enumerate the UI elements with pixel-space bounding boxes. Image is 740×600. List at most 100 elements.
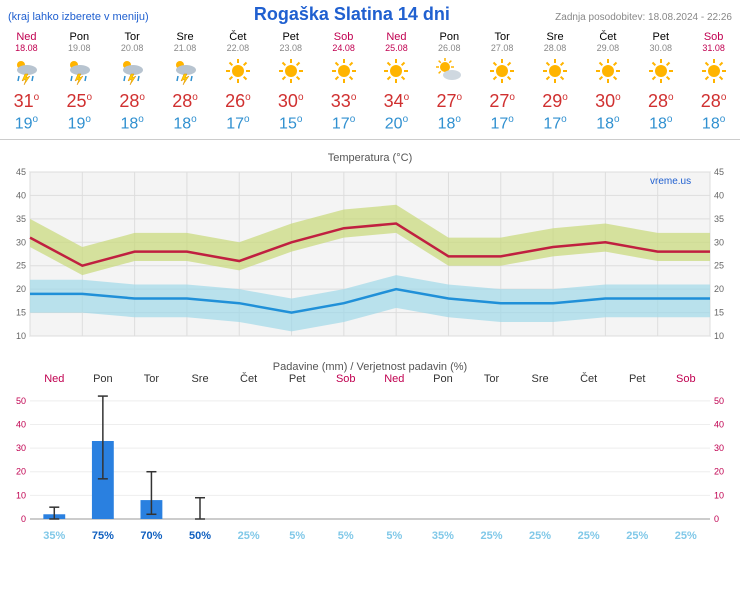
menu-hint: (kraj lahko izberete v meniju) [8,11,149,23]
temp-low: 18o [159,114,212,133]
header: (kraj lahko izberete v meniju) Rogaška S… [0,0,740,29]
precip-prob: 25% [662,530,711,542]
day-col[interactable]: Čet 22.08 26o 17o [211,31,264,133]
temp-low: 18o [423,114,476,133]
svg-text:25: 25 [16,261,26,271]
day-col[interactable]: Čet 29.08 30o 18o [581,31,634,133]
temp-low: 17o [476,114,529,133]
svg-text:50: 50 [16,396,26,406]
day-name: Pon [423,31,476,43]
precip-prob: 70% [127,530,176,542]
day-col[interactable]: Sre 21.08 28o 18o [159,31,212,133]
temp-high: 34o [370,91,423,112]
day-col[interactable]: Sob 31.08 28o 18o [687,31,740,133]
weather-icon [634,53,687,89]
precip-prob-row: 35%75%70%50%25%5%5%5%35%25%25%25%25%25% [0,530,740,546]
day-date: 23.08 [264,43,317,53]
precip-prob: 5% [370,530,419,542]
day-col[interactable]: Ned 25.08 34o 20o [370,31,423,133]
precip-prob: 25% [224,530,273,542]
svg-text:45: 45 [714,167,724,177]
weather-icon [370,53,423,89]
day-name: Sob [317,31,370,43]
day-col[interactable]: Pet 23.08 30o 15o [264,31,317,133]
precip-prob: 5% [321,530,370,542]
day-name: Sob [687,31,740,43]
day-col[interactable]: Pon 19.08 25o 19o [53,31,106,133]
temp-low: 18o [106,114,159,133]
precip-day-labels: NedPonTorSreČetPetSobNedPonTorSreČetPetS… [0,373,740,385]
svg-text:40: 40 [16,420,26,430]
day-date: 25.08 [370,43,423,53]
temp-low: 17o [529,114,582,133]
temp-low: 17o [211,114,264,133]
precip-day-label: Čet [224,373,273,385]
precip-chart-title: Padavine (mm) / Verjetnost padavin (%) [0,361,740,373]
svg-text:10: 10 [714,331,724,341]
weather-icon [423,53,476,89]
precip-prob: 25% [564,530,613,542]
day-date: 29.08 [581,43,634,53]
day-name: Sre [159,31,212,43]
svg-text:20: 20 [714,284,724,294]
precip-day-label: Sre [176,373,225,385]
precip-day-label: Čet [564,373,613,385]
temp-low: 18o [581,114,634,133]
temp-high: 28o [634,91,687,112]
temp-high: 26o [211,91,264,112]
precip-prob: 5% [273,530,322,542]
svg-text:vreme.us: vreme.us [650,176,691,187]
precip-prob: 35% [30,530,79,542]
temp-high: 28o [159,91,212,112]
svg-text:50: 50 [714,396,724,406]
svg-text:40: 40 [714,420,724,430]
day-date: 21.08 [159,43,212,53]
temp-high: 28o [687,91,740,112]
day-name: Tor [476,31,529,43]
day-name: Ned [370,31,423,43]
temp-high: 30o [264,91,317,112]
weather-icon [106,53,159,89]
svg-text:0: 0 [21,514,26,524]
svg-text:10: 10 [714,491,724,501]
day-col[interactable]: Sre 28.08 29o 17o [529,31,582,133]
precip-day-label: Ned [30,373,79,385]
precip-chart: 0010102020303040405050 [0,385,740,530]
day-name: Čet [211,31,264,43]
day-name: Ned [0,31,53,43]
svg-text:30: 30 [16,238,26,248]
day-col[interactable]: Sob 24.08 33o 17o [317,31,370,133]
precip-day-label: Tor [467,373,516,385]
day-col[interactable]: Pon 26.08 27o 18o [423,31,476,133]
weather-icon [159,53,212,89]
precip-prob: 25% [613,530,662,542]
precip-prob: 75% [79,530,128,542]
temp-high: 27o [476,91,529,112]
svg-text:15: 15 [16,308,26,318]
day-name: Pet [264,31,317,43]
day-col[interactable]: Pet 30.08 28o 18o [634,31,687,133]
day-date: 20.08 [106,43,159,53]
day-name: Čet [581,31,634,43]
page-title: Rogaška Slatina 14 dni [254,4,450,25]
precip-prob: 50% [176,530,225,542]
day-col[interactable]: Tor 20.08 28o 18o [106,31,159,133]
day-date: 22.08 [211,43,264,53]
temp-low: 19o [0,114,53,133]
svg-text:20: 20 [16,284,26,294]
precip-day-label: Pet [613,373,662,385]
day-name: Sre [529,31,582,43]
day-col[interactable]: Tor 27.08 27o 17o [476,31,529,133]
forecast-row: Ned 18.08 31o 19o Pon 19.08 25o 19o Tor … [0,29,740,140]
day-date: 26.08 [423,43,476,53]
svg-text:30: 30 [714,238,724,248]
day-col[interactable]: Ned 18.08 31o 19o [0,31,53,133]
temp-chart: 10101515202025253030353540404545vreme.us [0,164,740,349]
temp-low: 17o [317,114,370,133]
weather-icon [581,53,634,89]
day-date: 27.08 [476,43,529,53]
day-date: 18.08 [0,43,53,53]
temp-high: 28o [106,91,159,112]
weather-icon [264,53,317,89]
weather-icon [317,53,370,89]
